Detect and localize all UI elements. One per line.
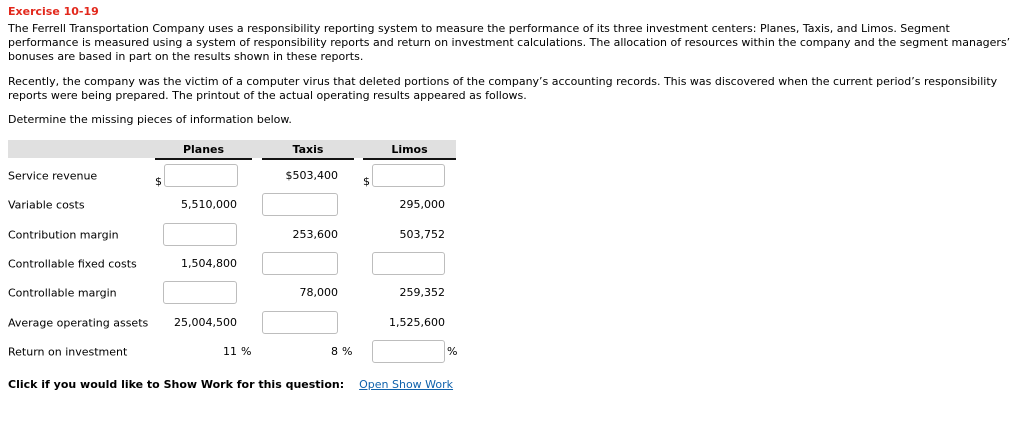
intro-paragraph-2: Recently, the company was the victim of … — [8, 75, 998, 102]
cell-return-on-investment-taxis: 8 % — [258, 337, 363, 366]
row-label: Service revenue — [8, 169, 98, 182]
input-average-operating-assets-taxis[interactable] — [262, 311, 338, 334]
row-label: Average operating assets — [8, 316, 149, 329]
cell-controllable-margin-taxis: 78,000 — [258, 278, 363, 307]
table-row: Variable costs 5,510,000 295,000 — [0, 190, 470, 219]
column-header-taxis: Taxis — [292, 143, 324, 156]
cell-service-revenue-limos: $ — [363, 161, 463, 190]
input-service-revenue-limos[interactable] — [372, 164, 445, 187]
row-label: Return on investment — [8, 345, 128, 358]
cell-variable-costs-limos: 295,000 — [363, 190, 463, 219]
percent-sign: % — [447, 345, 458, 358]
column-header-planes: Planes — [182, 143, 225, 156]
cell-value: 5,510,000 — [181, 198, 237, 211]
cell-average-operating-assets-planes: 25,004,500 — [155, 308, 265, 337]
cell-value: 295,000 — [399, 198, 446, 211]
table-row: Controllable fixed costs 1,504,800 — [0, 249, 470, 278]
cell-value: 1,504,800 — [181, 257, 237, 270]
cell-value: $503,400 — [285, 169, 339, 182]
row-label: Contribution margin — [8, 228, 119, 241]
cell-return-on-investment-planes: 11 % — [155, 337, 265, 366]
cell-controllable-fixed-costs-taxis — [258, 249, 363, 278]
cell-controllable-fixed-costs-planes: 1,504,800 — [155, 249, 265, 278]
exercise-title: Exercise 10-19 — [8, 5, 99, 18]
input-variable-costs-taxis[interactable] — [262, 193, 338, 216]
cell-value: 25,004,500 — [174, 316, 237, 329]
column-underline-taxis — [262, 158, 354, 160]
cell-value: 1,525,600 — [389, 316, 445, 329]
cell-value: 11 — [223, 345, 237, 358]
row-label: Variable costs — [8, 198, 85, 211]
cell-service-revenue-taxis: $503,400 — [258, 161, 363, 190]
cell-controllable-margin-planes — [155, 278, 265, 307]
input-service-revenue-planes[interactable] — [164, 164, 238, 187]
percent-sign: % — [342, 345, 353, 358]
cell-average-operating-assets-limos: 1,525,600 — [363, 308, 463, 337]
cell-average-operating-assets-taxis — [258, 308, 363, 337]
cell-contribution-margin-limos: 503,752 — [363, 220, 463, 249]
row-label: Controllable margin — [8, 286, 117, 299]
input-controllable-margin-planes[interactable] — [163, 281, 237, 304]
intro-paragraph-1: The Ferrell Transportation Company uses … — [8, 22, 1011, 63]
cell-variable-costs-taxis — [258, 190, 363, 219]
cell-contribution-margin-planes — [155, 220, 265, 249]
column-underline-limos — [363, 158, 456, 160]
cell-variable-costs-planes: 5,510,000 — [155, 190, 265, 219]
column-header-limos: Limos — [391, 143, 428, 156]
open-show-work-link[interactable]: Open Show Work — [359, 378, 454, 391]
dollar-sign: $ — [155, 175, 162, 188]
show-work-prompt: Click if you would like to Show Work for… — [8, 378, 345, 391]
cell-controllable-fixed-costs-limos — [363, 249, 463, 278]
row-label: Controllable fixed costs — [8, 257, 137, 270]
cell-service-revenue-planes: $ — [155, 161, 265, 190]
column-underline-planes — [155, 158, 252, 160]
cell-contribution-margin-taxis: 253,600 — [258, 220, 363, 249]
percent-sign: % — [241, 345, 252, 358]
instruction-text: Determine the missing pieces of informat… — [8, 113, 292, 126]
cell-value: 259,352 — [399, 286, 446, 299]
input-contribution-margin-planes[interactable] — [163, 223, 237, 246]
show-work-section: Click if you would like to Show Work for… — [8, 378, 453, 391]
table-row: Contribution margin 253,600 503,752 — [0, 220, 470, 249]
cell-value: 8 — [331, 345, 338, 358]
table-row: Average operating assets 25,004,500 1,52… — [0, 308, 470, 337]
cell-return-on-investment-limos: % — [363, 337, 463, 366]
table-header-band — [8, 140, 456, 158]
input-return-on-investment-limos[interactable] — [372, 340, 445, 363]
dollar-sign: $ — [363, 175, 370, 188]
cell-value: 253,600 — [292, 228, 339, 241]
cell-value: 503,752 — [399, 228, 446, 241]
table-row: Service revenue $ $503,400 $ — [0, 161, 470, 190]
input-controllable-fixed-costs-limos[interactable] — [372, 252, 445, 275]
table-row: Return on investment 11 % 8 % % — [0, 337, 470, 366]
cell-value: 78,000 — [299, 286, 339, 299]
cell-controllable-margin-limos: 259,352 — [363, 278, 463, 307]
table-row: Controllable margin 78,000 259,352 — [0, 278, 470, 307]
input-controllable-fixed-costs-taxis[interactable] — [262, 252, 338, 275]
